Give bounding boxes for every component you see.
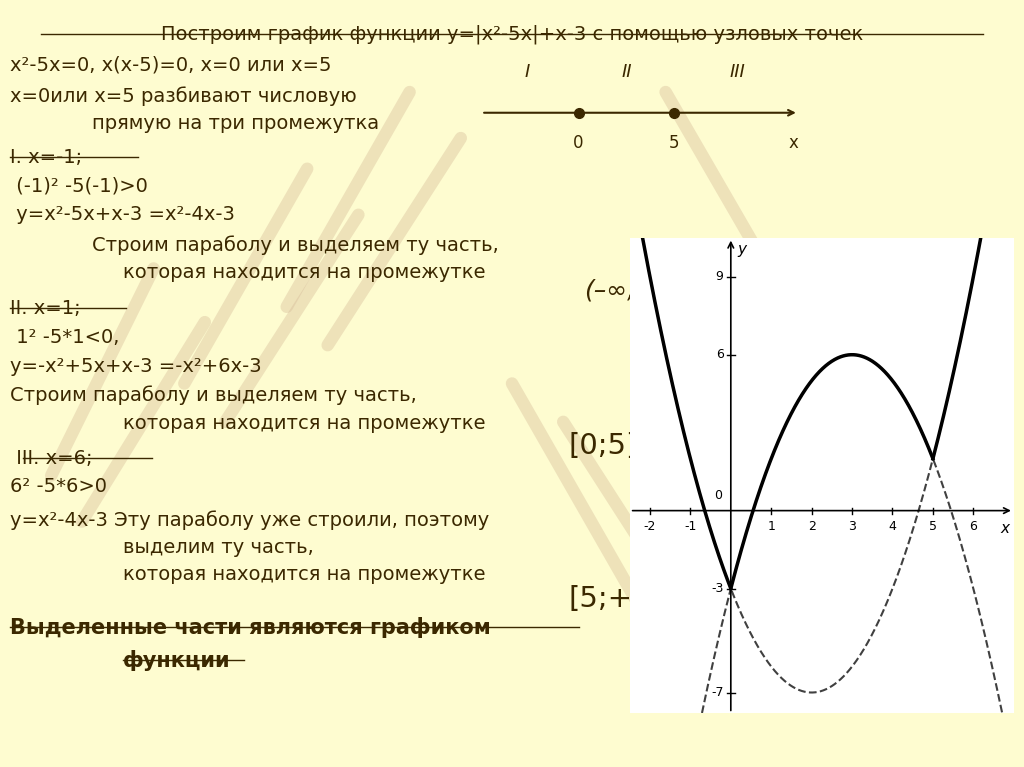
Text: Строим параболу и выделяем ту часть,: Строим параболу и выделяем ту часть, xyxy=(92,235,499,255)
Text: I. x=-1;: I. x=-1; xyxy=(10,148,82,167)
Text: y=x²-4x-3 Эту параболу уже строили, поэтому: y=x²-4x-3 Эту параболу уже строили, поэт… xyxy=(10,510,489,530)
Text: y=x²-5x+x-3 =x²-4x-3: y=x²-5x+x-3 =x²-4x-3 xyxy=(10,205,236,224)
Text: I: I xyxy=(524,63,530,81)
Text: прямую на три промежутка: прямую на три промежутка xyxy=(92,114,379,133)
Text: Строим параболу и выделяем ту часть,: Строим параболу и выделяем ту часть, xyxy=(10,386,417,406)
Text: III: III xyxy=(729,63,745,81)
Text: которая находится на промежутке: которая находится на промежутке xyxy=(123,263,485,282)
Text: x: x xyxy=(788,134,799,152)
Text: II: II xyxy=(622,63,632,81)
Text: [5;+∞): [5;+∞) xyxy=(568,585,668,614)
Text: 6: 6 xyxy=(716,348,724,361)
Text: [0;5]: [0;5] xyxy=(568,432,638,460)
Text: -7: -7 xyxy=(711,686,724,699)
Text: Выделенные части являются графиком: Выделенные части являются графиком xyxy=(10,617,490,638)
Text: -2: -2 xyxy=(644,520,656,533)
Text: 1: 1 xyxy=(767,520,775,533)
Text: Построим график функции y=|x²-5x|+x-3 с помощью узловых точек: Построим график функции y=|x²-5x|+x-3 с … xyxy=(161,25,863,44)
Text: 4: 4 xyxy=(889,520,896,533)
Text: 5: 5 xyxy=(669,134,679,152)
Text: 3: 3 xyxy=(848,520,856,533)
Text: x=0или x=5 разбивают числовую: x=0или x=5 разбивают числовую xyxy=(10,87,357,107)
Text: 0: 0 xyxy=(714,489,722,502)
Text: функции: функции xyxy=(123,650,230,671)
Text: которая находится на промежутке: которая находится на промежутке xyxy=(123,565,485,584)
Text: II. x=1;: II. x=1; xyxy=(10,299,81,318)
Text: 1² -5*1<0,: 1² -5*1<0, xyxy=(10,328,120,347)
Text: которая находится на промежутке: которая находится на промежутке xyxy=(123,414,485,433)
Text: y: y xyxy=(737,242,745,257)
Text: x: x xyxy=(1000,521,1010,536)
Text: III. x=6;: III. x=6; xyxy=(10,449,93,468)
Text: 6: 6 xyxy=(970,520,977,533)
Text: 0: 0 xyxy=(573,134,584,152)
Text: -3: -3 xyxy=(711,582,724,595)
Text: выделим ту часть,: выделим ту часть, xyxy=(123,538,313,558)
Text: x²-5x=0, x(x-5)=0, x=0 или x=5: x²-5x=0, x(x-5)=0, x=0 или x=5 xyxy=(10,56,332,75)
Text: 2: 2 xyxy=(808,520,815,533)
Text: y=-x²+5x+x-3 =-x²+6x-3: y=-x²+5x+x-3 =-x²+6x-3 xyxy=(10,357,262,376)
Text: 6² -5*6>0: 6² -5*6>0 xyxy=(10,477,108,496)
Text: 5: 5 xyxy=(929,520,937,533)
Text: 9: 9 xyxy=(716,270,724,283)
Text: -1: -1 xyxy=(684,520,696,533)
Text: (–∞;0]: (–∞;0] xyxy=(584,278,660,302)
Text: (-1)² -5(-1)>0: (-1)² -5(-1)>0 xyxy=(10,176,148,196)
